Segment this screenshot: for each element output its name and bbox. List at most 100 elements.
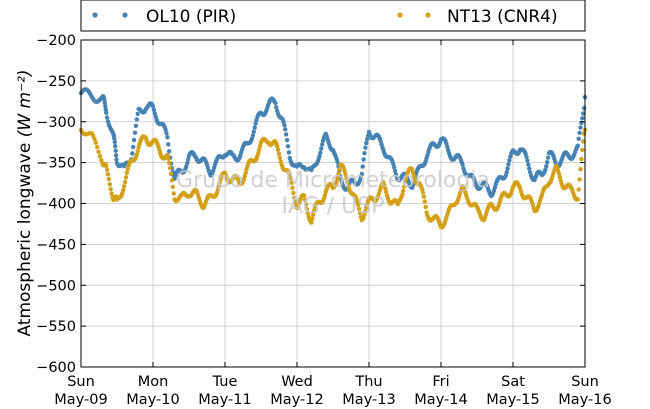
data-point [125,166,130,171]
data-point [423,204,428,210]
data-point [134,117,139,122]
legend-label-nt13: NT13 (CNR4) [447,7,558,27]
y-tick-label: −450 [36,237,76,253]
y-tick-label: −350 [36,156,76,172]
data-point [135,149,140,154]
legend-label-ol10: OL10 (PIR) [146,7,236,27]
x-tick-label-day: Sun [571,374,599,390]
data-point [581,111,586,116]
data-point [167,149,172,154]
data-point [356,206,362,212]
data-point [163,127,168,132]
data-point [104,163,109,169]
data-point [545,155,551,160]
data-point [518,186,523,191]
x-tick-label-day: Wed [281,374,313,390]
data-point [109,191,114,196]
y-axis-label: Atmospheric longwave (W m⁻²) [15,69,35,336]
data-point [344,176,349,181]
data-point [281,119,286,124]
data-point [524,154,529,159]
data-point [363,145,368,150]
data-point [133,123,139,128]
data-point [505,166,510,171]
x-tick-label-date: May-09 [54,392,107,408]
data-point [289,180,294,185]
data-point [243,170,248,175]
data-point [310,216,315,221]
data-point [392,165,397,170]
data-point [357,210,363,216]
legend-marker-ol10-2 [122,12,128,18]
data-point [167,165,173,171]
data-point [152,111,157,116]
x-tick-label-date: May-16 [558,392,611,408]
data-point [445,144,450,149]
data-point [320,142,325,147]
data-point [165,152,170,158]
data-point [578,125,583,130]
data-point [104,167,110,172]
data-point [581,139,586,144]
data-point [556,171,562,176]
data-point [337,167,342,172]
y-tick-label: −400 [36,197,76,213]
data-point [579,157,584,162]
data-point [169,178,175,183]
data-point [113,143,118,149]
data-point [421,194,427,199]
data-point [166,156,171,161]
data-point [580,116,585,121]
y-axis-unit: (W m⁻²) [15,69,35,137]
data-point [334,179,339,184]
data-point [305,211,310,216]
data-point [309,220,314,225]
data-point [361,157,366,162]
data-point [184,164,189,169]
data-point [545,160,550,165]
data-point [171,191,176,196]
data-point [359,171,364,177]
data-point [96,149,101,154]
data-point [164,131,169,136]
data-point [303,202,309,207]
data-point [135,111,140,117]
data-point [362,151,367,156]
data-point [575,143,580,148]
data-point [578,167,583,172]
data-point [422,199,427,204]
data-point [363,209,368,214]
x-tick-label-date: May-10 [126,392,179,408]
data-point [283,127,288,132]
data-point [124,170,130,175]
data-point [93,140,99,145]
data-point [284,138,290,143]
series-0 [78,87,588,199]
data-point [252,125,257,130]
y-tick-label: −250 [36,74,76,90]
legend-box [80,0,586,32]
data-point [242,174,247,179]
data-point [342,169,347,174]
y-tick-label: −200 [36,33,76,49]
data-point [292,195,297,200]
data-point [504,170,509,175]
legend-marker-nt13-1 [397,12,403,18]
data-point [544,164,549,169]
data-point [557,174,562,180]
data-point [165,135,170,140]
data-point [217,180,222,186]
data-point [273,100,278,106]
data-point [302,197,308,203]
x-tick-label-date: May-11 [198,392,251,408]
data-point [275,144,280,149]
data-point [216,184,221,189]
data-points [78,87,588,230]
data-point [123,175,129,180]
y-tick-label: −300 [36,115,76,131]
data-point [284,132,289,137]
data-point [311,208,317,213]
data-point [304,206,310,212]
watermark-line-1: Grupo de Micrometeorologia [176,168,490,193]
data-point [410,167,415,172]
